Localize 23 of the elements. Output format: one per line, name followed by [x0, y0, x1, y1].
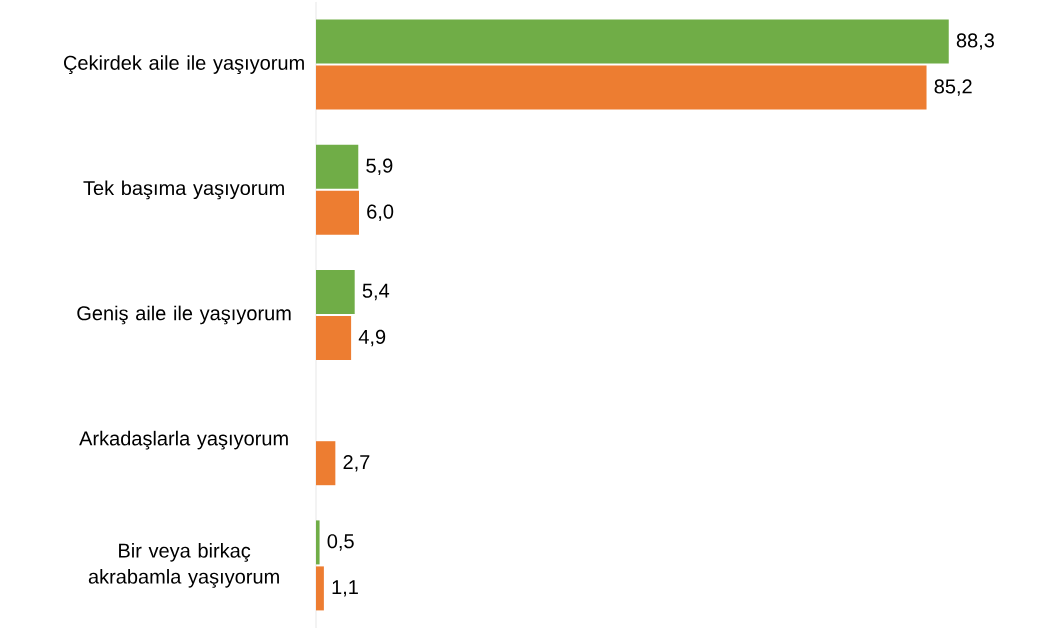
- data-label: 5,9: [366, 158, 393, 176]
- data-label: 5,4: [362, 283, 390, 301]
- bar: [316, 65, 927, 110]
- y-tick-label: Çekirdek aile ile yaşıyorum: [64, 55, 304, 74]
- data-label: 85,2: [934, 79, 972, 96]
- data-label: 4,9: [358, 329, 386, 347]
- data-label: 0,5: [327, 534, 354, 551]
- y-tick-label: Tek başıma yaşıyorum: [83, 180, 284, 200]
- bar: [316, 520, 320, 565]
- y-tick-label: Arkadaşlarla yaşıyorum: [79, 430, 288, 450]
- y-tick-label: Bir veya birkaç akrabamla yaşıyorum: [88, 543, 279, 588]
- data-label: 2,7: [343, 454, 370, 472]
- bar: [316, 19, 949, 64]
- bar: [316, 316, 352, 360]
- bar: [316, 190, 359, 235]
- y-tick-label: Geniş aile ile yaşıyorum: [77, 305, 291, 325]
- bar: [316, 270, 355, 314]
- bar: [316, 441, 336, 486]
- bar: [316, 566, 324, 611]
- data-label: 1,1: [332, 580, 358, 597]
- data-label: 88,3: [956, 33, 994, 50]
- bar: [316, 144, 359, 189]
- data-label: 6,0: [367, 204, 394, 222]
